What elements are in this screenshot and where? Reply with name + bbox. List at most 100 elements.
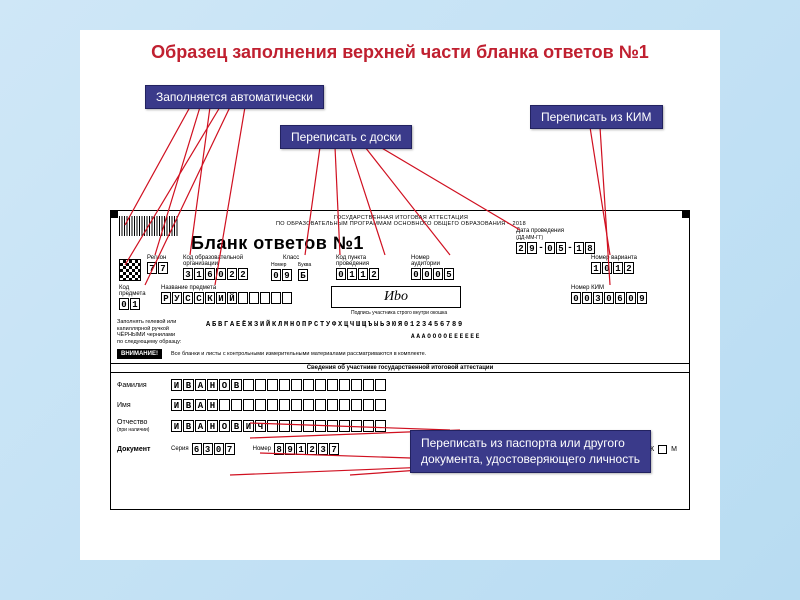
- label-punkt: Код пункта проведения: [336, 255, 386, 267]
- alpha-row-2: АААООООЕЕЕЕЕЕ: [411, 333, 481, 340]
- char-cell: 1: [130, 298, 140, 310]
- char-cell: 6: [192, 443, 202, 455]
- char-cell: В: [231, 379, 242, 391]
- char-cell: 0: [433, 268, 443, 280]
- char-cell: [315, 420, 326, 432]
- char-cell: И: [171, 420, 182, 432]
- callout-auto: Заполняется автоматически: [145, 85, 324, 109]
- char-cell: [315, 379, 326, 391]
- char-cell: [255, 399, 266, 411]
- section-header: Сведения об участнике государственной ит…: [111, 363, 689, 373]
- char-cell: [279, 379, 290, 391]
- char-cell: И: [171, 399, 182, 411]
- char-cell: 0: [602, 262, 612, 274]
- char-cell: 0: [411, 268, 421, 280]
- label-name: Имя: [111, 402, 171, 409]
- char-cell: 7: [329, 443, 339, 455]
- label-surname: Фамилия: [111, 382, 171, 389]
- char-cell: Ч: [255, 420, 266, 432]
- attention-label: ВНИМАНИЕ!: [117, 349, 162, 359]
- char-cell: [260, 292, 270, 304]
- char-cell: [363, 379, 374, 391]
- corner-mark: [682, 210, 690, 218]
- char-cell: [267, 379, 278, 391]
- char-cell: В: [231, 420, 242, 432]
- field-variant: Номер варианта 1012: [591, 255, 637, 274]
- char-cell: 7: [158, 262, 168, 274]
- qr-code: [119, 259, 141, 281]
- label-nomer: Номер: [271, 262, 292, 268]
- callout-passport-l1: Переписать из паспорта или другого: [421, 436, 625, 450]
- char-cell: И: [216, 292, 226, 304]
- char-cell: 1: [194, 268, 204, 280]
- char-cell: [303, 420, 314, 432]
- char-cell: У: [172, 292, 182, 304]
- callout-board: Переписать с доски: [280, 125, 412, 149]
- char-cell: [291, 420, 302, 432]
- char-cell: 8: [585, 242, 595, 254]
- barcode: [119, 216, 179, 236]
- char-cell: [238, 292, 248, 304]
- row-name: Имя ИВАН: [111, 399, 386, 411]
- field-subj-code: Код предмета 01: [119, 285, 149, 310]
- char-cell: 2: [227, 268, 237, 280]
- char-cell: 1: [574, 242, 584, 254]
- char-cell: 3: [203, 443, 213, 455]
- char-cell: 5: [556, 242, 566, 254]
- form-header-l2: ПО ОБРАЗОВАТЕЛЬНЫМ ПРОГРАММАМ ОСНОВНОГО …: [276, 221, 526, 227]
- char-cell: [327, 420, 338, 432]
- char-cell: [267, 399, 278, 411]
- char-cell: Н: [207, 420, 218, 432]
- char-cell: А: [195, 399, 206, 411]
- char-cell: 2: [516, 242, 526, 254]
- char-cell: [291, 379, 302, 391]
- attention-text: Все бланки и листы с контрольными измери…: [171, 351, 426, 357]
- label-bukva: Буква: [298, 262, 311, 268]
- char-cell: [243, 379, 254, 391]
- char-cell: 5: [444, 268, 454, 280]
- char-cell: [279, 399, 290, 411]
- char-cell: 7: [225, 443, 235, 455]
- char-cell: В: [183, 420, 194, 432]
- char-cell: [375, 379, 386, 391]
- char-cell: [231, 399, 242, 411]
- char-cell: 0: [545, 242, 555, 254]
- char-cell: 0: [422, 268, 432, 280]
- char-cell: А: [195, 379, 206, 391]
- page: Образец заполнения верхней части бланка …: [80, 30, 720, 560]
- field-aud: Номер аудитории 0005: [411, 255, 456, 280]
- form-title: Бланк ответов №1: [191, 233, 364, 254]
- char-cell: 1: [358, 268, 368, 280]
- char-cell: [219, 399, 230, 411]
- signature-box: Иbo: [331, 286, 461, 308]
- char-cell: С: [194, 292, 204, 304]
- char-cell: 9: [637, 292, 647, 304]
- char-cell: 2: [624, 262, 634, 274]
- char-cell: О: [219, 379, 230, 391]
- char-cell: 1: [347, 268, 357, 280]
- callout-passport-l2: документа, удостоверяющего личность: [421, 452, 640, 466]
- char-cell: [243, 399, 254, 411]
- char-cell: 3: [183, 268, 193, 280]
- char-cell: 6: [615, 292, 625, 304]
- char-cell: В: [183, 399, 194, 411]
- field-region: Регион 77: [147, 255, 168, 274]
- char-cell: О: [219, 420, 230, 432]
- char-cell: 0: [626, 292, 636, 304]
- char-cell: [339, 399, 350, 411]
- label-org: Код образовательной организации: [183, 255, 248, 267]
- char-cell: 2: [238, 268, 248, 280]
- label-patronym: Отчество (при наличии): [111, 419, 171, 433]
- char-cell: [339, 379, 350, 391]
- label-sign: Подпись участника строго внутри окошка: [351, 310, 447, 316]
- label-subj-code: Код предмета: [119, 285, 149, 297]
- field-date: Дата проведения (ДД-ММ-ГГ) 29-05-18: [516, 228, 595, 254]
- label-kim: Номер КИМ: [571, 285, 647, 291]
- char-cell: 0: [582, 292, 592, 304]
- char-cell: 9: [285, 443, 295, 455]
- char-cell: [339, 420, 350, 432]
- char-cell: 9: [527, 242, 537, 254]
- field-subj-name: Название предмета РУССКИЙ: [161, 285, 292, 304]
- char-cell: И: [243, 420, 254, 432]
- char-cell: [363, 420, 374, 432]
